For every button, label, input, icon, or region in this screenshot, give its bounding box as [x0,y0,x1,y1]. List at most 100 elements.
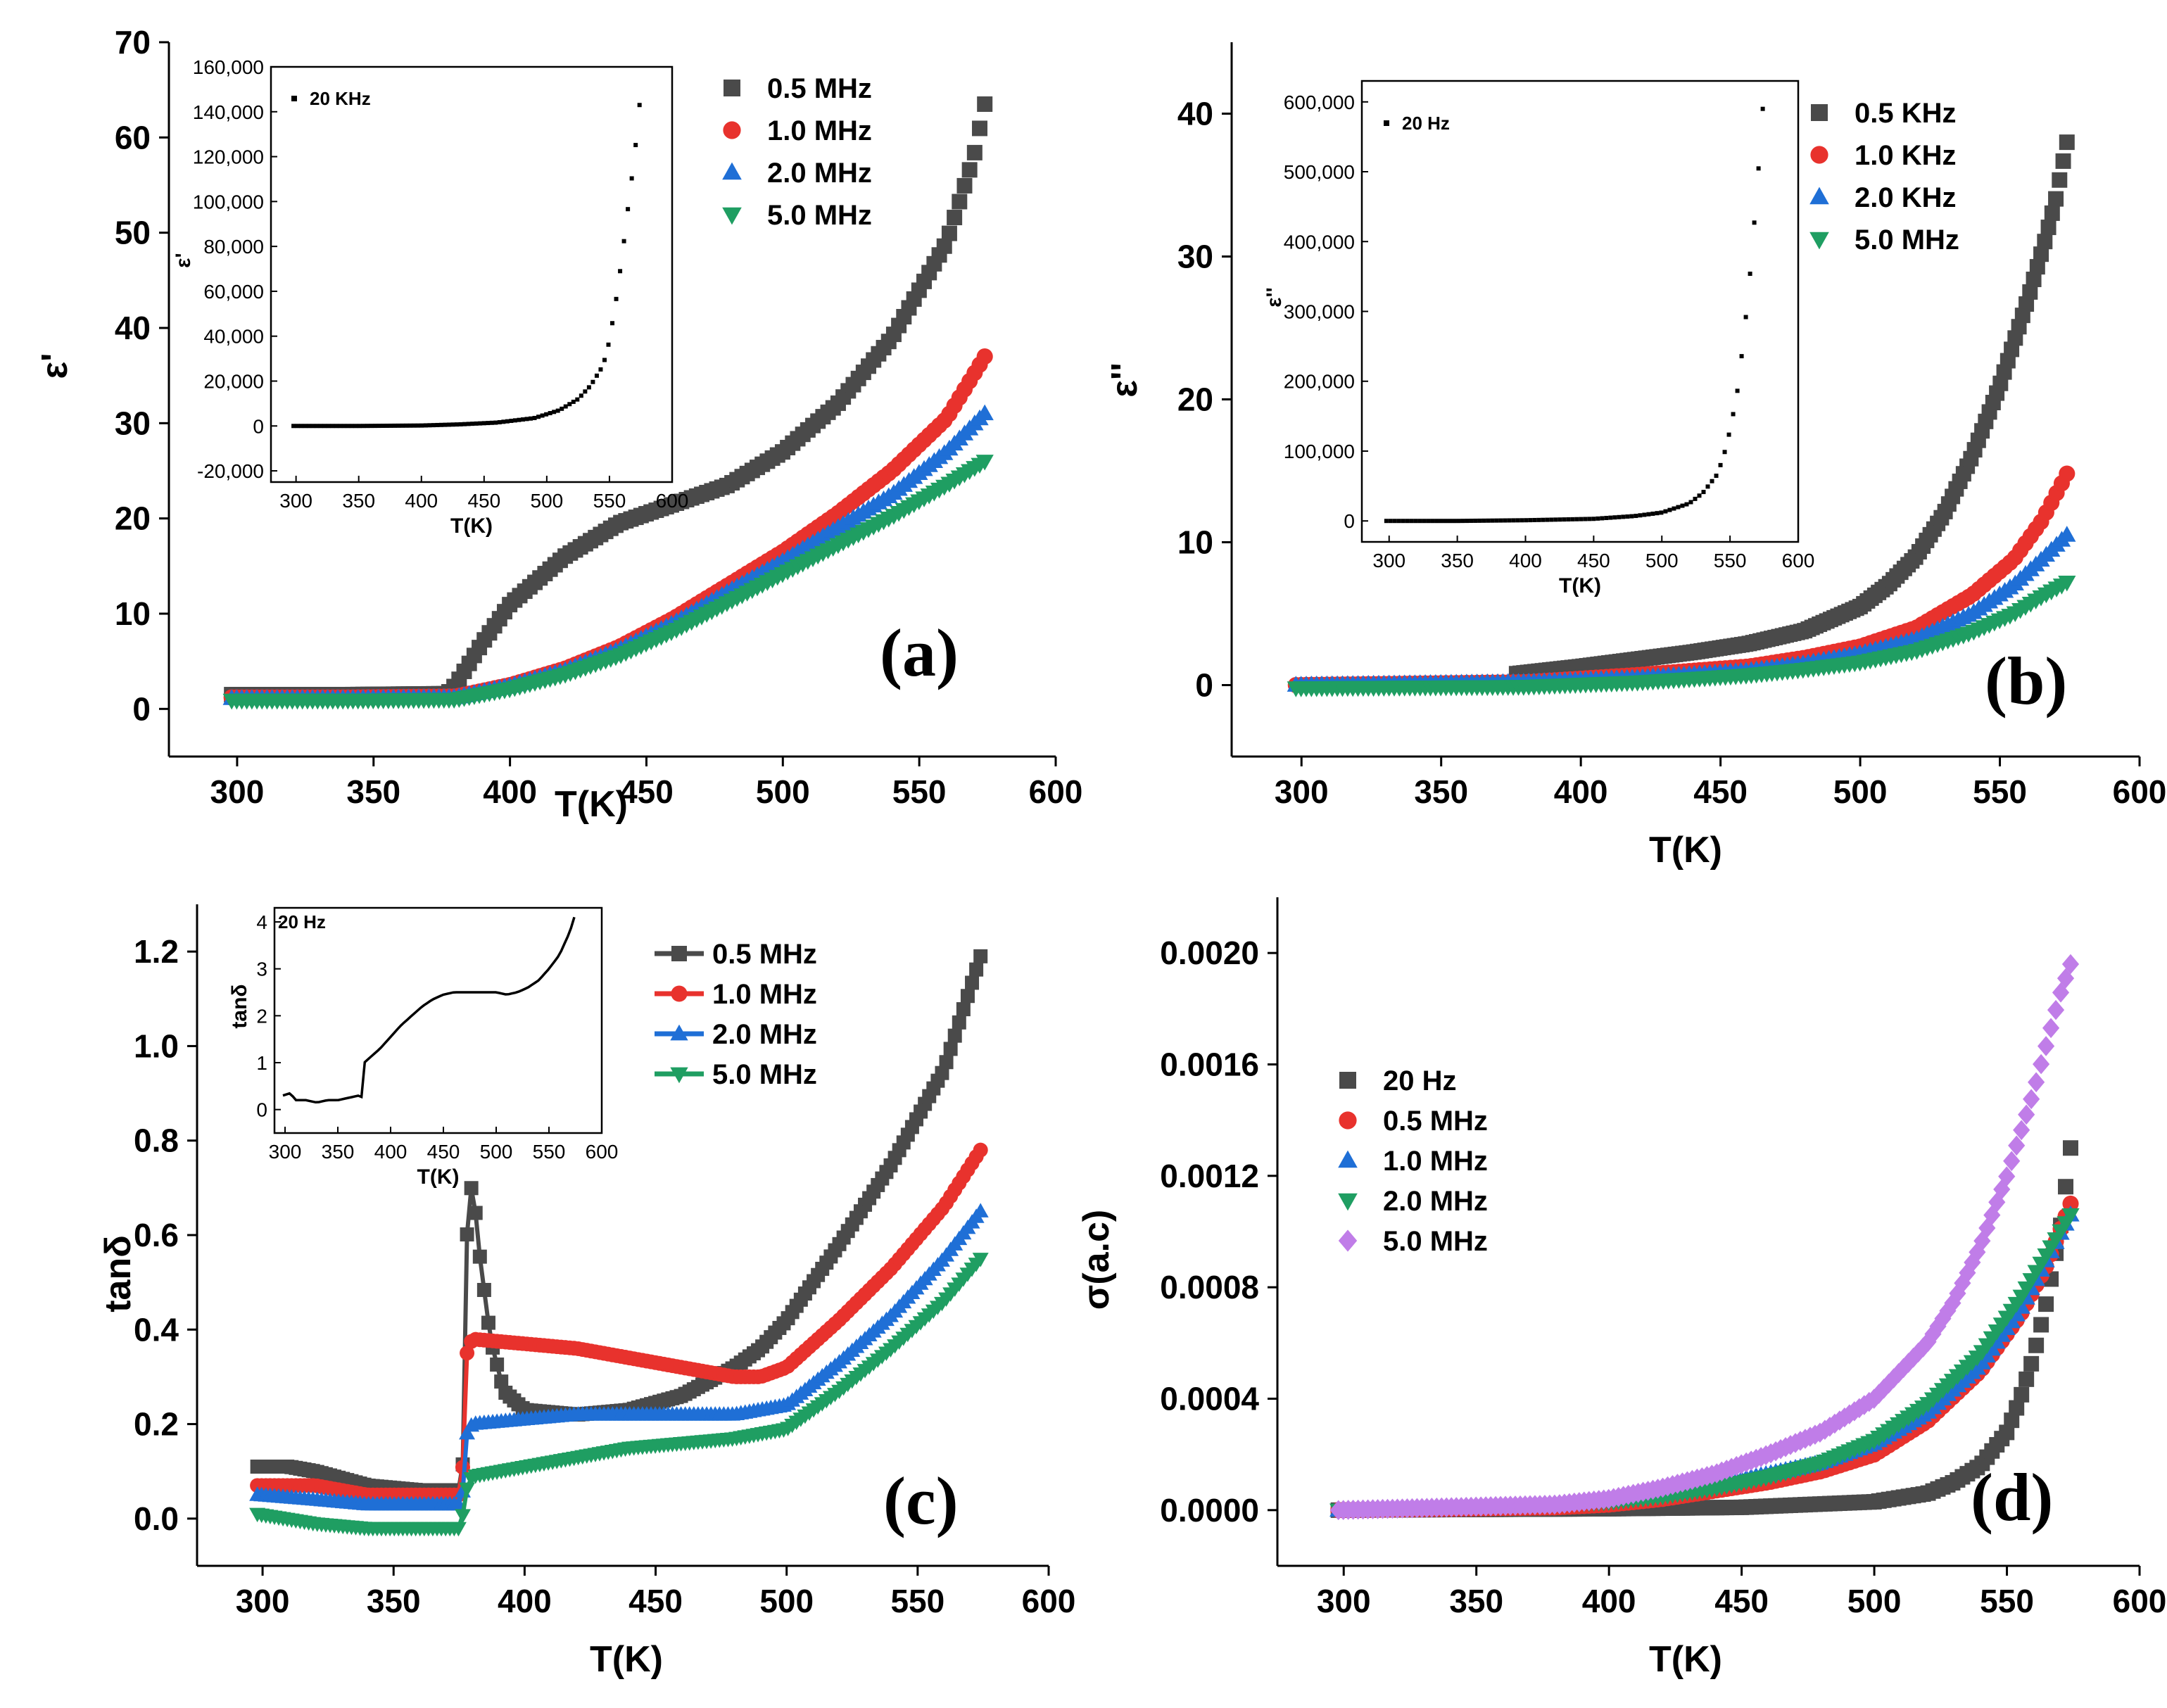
x-tick-label: 450 [1693,773,1748,810]
inset-y-tick-label: 100,000 [193,191,264,213]
data-point [2052,172,2068,188]
data-point [977,96,993,112]
inset-data-point [1498,518,1503,523]
inset-data-point [536,415,541,419]
legend-label: 1.0 MHz [712,979,817,1010]
inset-y-tick-label: 300,000 [1284,301,1355,323]
y-tick-label: 0.0 [134,1500,179,1537]
inset-data-point [1439,519,1443,524]
data-point [972,1203,989,1217]
y-tick-label: 30 [1177,239,1213,275]
x-tick-label: 550 [890,1583,944,1619]
inset-data-point [1570,517,1575,521]
inset-x-tick-label: 350 [322,1141,355,1163]
inset-data-point [1760,106,1765,111]
inset-data-point [606,342,611,347]
x-tick-label: 600 [2113,1583,2167,1619]
inset-data-point [341,424,346,429]
inset-data-point [1587,517,1592,521]
data-point [969,962,984,977]
inset-data-point [315,424,320,429]
x-tick-label: 600 [1029,773,1083,810]
inset-frame [273,906,603,1134]
inset-y-tick-label: 2 [256,1005,267,1027]
inset-y-tick-label: 200,000 [1284,371,1355,393]
inset-data-point [614,296,619,301]
x-tick-label: 600 [2113,773,2167,810]
data-point [2042,1018,2060,1039]
inset-data-point [1617,514,1622,519]
legend-label: 5.0 MHz [1383,1226,1488,1257]
inset-data-point [427,423,432,428]
panel-d-chart: 300 350 400 450 500 550 600 0.0000 0.0004 0.0008 0… [1076,897,2166,1680]
inset-data-point [423,423,428,428]
legend-label: 0.5 KHz [1855,98,1957,129]
data-point [464,1181,479,1196]
data-point [2059,465,2076,482]
inset-data-point [447,422,452,427]
inset-data-point [1528,518,1533,523]
inset-data-point [552,410,557,415]
inset-data-point [1722,450,1727,455]
data-point [1998,1166,2016,1187]
inset-x-tick-label: 300 [279,490,312,512]
inset-data-point [524,417,529,422]
data-point [2022,284,2038,300]
legend-marker [670,1067,688,1084]
x-tick-label: 550 [1973,773,2027,810]
inset-x-tick-label: 500 [480,1141,513,1163]
inset-data-point [357,424,362,429]
inset-data-point [1507,518,1512,523]
y-tick-label: 40 [115,310,151,346]
inset-data-point [1417,519,1422,524]
inset-data-point [1756,166,1761,171]
inset-y-tick-label: 20,000 [203,370,264,392]
inset-data-point [373,424,378,429]
data-point [935,1065,949,1080]
data-point [972,1253,989,1267]
inset-y-axis-title: tanδ [228,984,251,1028]
data-point [2004,1412,2020,1429]
inset-y-tick-label: 100,000 [1284,441,1355,462]
legend-marker [1811,104,1828,121]
data-point [2023,1355,2040,1372]
inset-x-tick-label: 400 [405,490,438,512]
y-tick-label: 1.0 [134,1027,179,1064]
data-point [973,1142,988,1158]
inset-frame [270,65,674,483]
x-tick-label: 500 [1833,773,1888,810]
inset-data-point [1549,517,1554,522]
data-point [472,1249,487,1264]
inset-x-tick-label: 550 [593,490,626,512]
inset-legend-label: 20 Hz [1402,113,1450,134]
data-point [2029,259,2045,275]
inset-data-point [443,422,448,427]
inset-data-point [1655,511,1660,516]
inset-x-tick-label: 450 [427,1141,460,1163]
data-point [975,404,994,421]
inset-data-point [1629,514,1634,519]
legend-marker [722,207,742,225]
inset-data-point [1401,519,1405,524]
inset-data-point [1667,507,1672,512]
inset-data-point [590,379,595,384]
inset-legend-label: 20 Hz [278,911,326,932]
inset-data-point [1434,519,1439,524]
inset-data-point [486,421,491,426]
inset-data-point [1735,388,1740,393]
data-point [490,1357,505,1372]
inset-y-tick-label: 40,000 [203,326,264,348]
inset-data-point [1536,517,1541,522]
x-tick-label: 450 [1714,1583,1769,1619]
inset-data-point [1752,220,1757,225]
inset-legend-label: 20 KHz [310,88,371,109]
inset-data-point [1726,432,1731,437]
inset-data-point [299,424,304,429]
inset-data-point [1388,519,1393,524]
y-tick-label: 20 [1177,381,1213,418]
data-point [459,1424,476,1440]
inset-data-point [455,422,460,427]
inset-data-point [629,176,634,181]
inset-data-point [1481,518,1486,523]
